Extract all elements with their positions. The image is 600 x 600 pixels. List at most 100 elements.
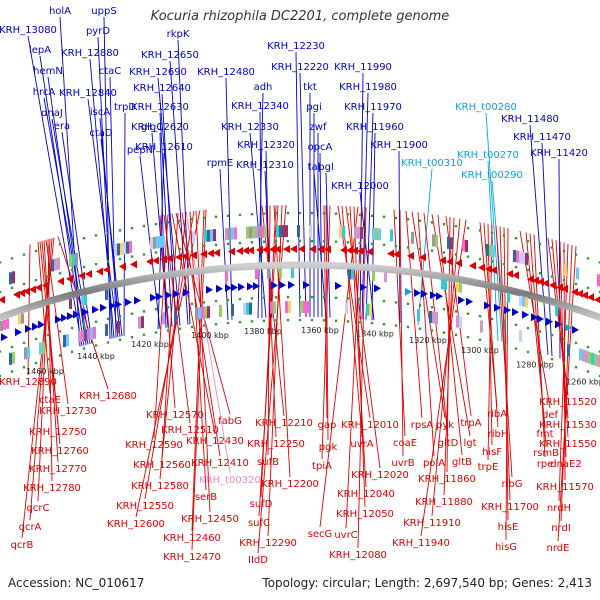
gene-label: KRH_12250 <box>247 439 305 450</box>
scale-tick <box>370 214 374 217</box>
scale-tick <box>0 261 2 264</box>
leader-line <box>267 205 271 456</box>
function-block <box>162 235 165 248</box>
gene-label: trpA <box>460 418 481 429</box>
scale-label: 1320 kbp <box>409 336 447 345</box>
leader-line <box>417 168 433 326</box>
function-block <box>522 252 525 265</box>
forward-gene-arrow <box>484 301 491 310</box>
gene-label: hisG <box>495 542 517 553</box>
gene-label: KRH_12690 <box>129 67 187 78</box>
scale-tick <box>598 290 600 294</box>
scale-tick <box>310 295 314 299</box>
function-block <box>81 295 84 306</box>
reverse-gene-arrow <box>190 251 197 260</box>
scale-tick <box>454 333 458 336</box>
scale-tick <box>238 213 242 217</box>
forward-gene-arrow <box>156 292 163 301</box>
reverse-gene-arrow <box>419 253 426 262</box>
reverse-gene-arrow <box>228 247 235 256</box>
leader-line <box>299 72 307 318</box>
gene-label: hisE <box>498 522 519 533</box>
scale-tick <box>550 275 554 278</box>
forward-gene-arrow <box>73 310 80 319</box>
scale-tick <box>0 350 2 353</box>
function-block <box>519 329 522 342</box>
scale-tick <box>250 297 254 300</box>
scale-tick <box>418 304 422 307</box>
scale-tick <box>478 229 482 232</box>
leader-line <box>191 209 207 551</box>
leader-line <box>499 226 511 501</box>
leader-line <box>483 223 499 428</box>
scale-tick <box>430 249 434 252</box>
gene-label: KRH_11530 <box>539 420 597 431</box>
scale-tick <box>118 338 122 341</box>
scale-tick <box>58 354 62 357</box>
function-block <box>51 259 54 272</box>
scale-tick <box>226 242 230 246</box>
forward-gene-arrow <box>512 308 519 317</box>
gene-label: KRH_12590 <box>125 440 183 451</box>
function-block <box>456 315 459 328</box>
reverse-gene-arrow <box>556 283 563 292</box>
function-block <box>204 306 207 319</box>
function-block <box>255 226 258 239</box>
reverse-gene-arrow <box>152 256 159 265</box>
function-block <box>519 295 522 306</box>
scale-tick <box>238 297 242 301</box>
scale-tick <box>70 350 74 354</box>
function-block <box>117 243 120 256</box>
gene-label: pyrD <box>86 26 110 37</box>
scale-tick <box>358 213 362 217</box>
scale-tick <box>514 323 518 327</box>
function-block <box>411 231 414 244</box>
forward-gene-arrow <box>150 293 157 302</box>
reverse-gene-arrow <box>13 290 20 299</box>
gene-label: ribA <box>487 409 507 420</box>
gene-label: KRH_11700 <box>481 502 539 513</box>
scale-tick <box>310 211 314 215</box>
scale-tick <box>322 240 326 243</box>
gene-label: KRH_12080 <box>329 550 387 561</box>
forward-gene-arrow <box>38 320 45 329</box>
scale-tick <box>130 226 134 230</box>
function-block <box>459 282 462 293</box>
scale-label: 1360 kbp <box>301 326 339 335</box>
scale-tick <box>142 333 146 336</box>
scale-label: 1460 kbp <box>26 367 64 376</box>
leader-line <box>557 246 577 542</box>
scale-tick <box>118 257 122 261</box>
function-block <box>231 227 234 240</box>
leader-line <box>313 172 327 318</box>
reverse-gene-arrow <box>446 257 453 266</box>
scale-tick <box>214 215 218 218</box>
function-block <box>39 342 42 355</box>
scale-tick <box>382 299 386 303</box>
scale-tick <box>502 262 506 266</box>
gene-label: KRH_12430 <box>186 436 244 447</box>
gene-label: KRH_11550 <box>539 439 597 450</box>
function-block <box>273 301 276 314</box>
function-block <box>207 229 210 242</box>
leader-line <box>431 218 461 517</box>
reverse-gene-arrow <box>407 251 414 260</box>
leader-line <box>405 210 423 419</box>
function-block <box>513 250 516 263</box>
gene-label: KRH_t00280 <box>455 102 517 113</box>
leader-line <box>487 224 493 461</box>
gene-label: KRH_11520 <box>539 397 597 408</box>
gene-label: KRH_12220 <box>271 62 329 73</box>
scale-tick <box>250 241 254 244</box>
scale-tick <box>94 344 98 347</box>
scale-tick <box>562 361 566 365</box>
scale-tick <box>262 212 266 215</box>
gene-label: KRH_12450 <box>181 514 239 525</box>
reverse-gene-arrow <box>103 265 110 274</box>
gene-label: KRH_12650 <box>141 50 199 61</box>
scale-tick <box>202 216 206 220</box>
scale-tick <box>538 354 542 357</box>
scale-tick <box>70 239 74 243</box>
reverse-gene-arrow <box>357 247 364 256</box>
function-block <box>261 225 264 238</box>
